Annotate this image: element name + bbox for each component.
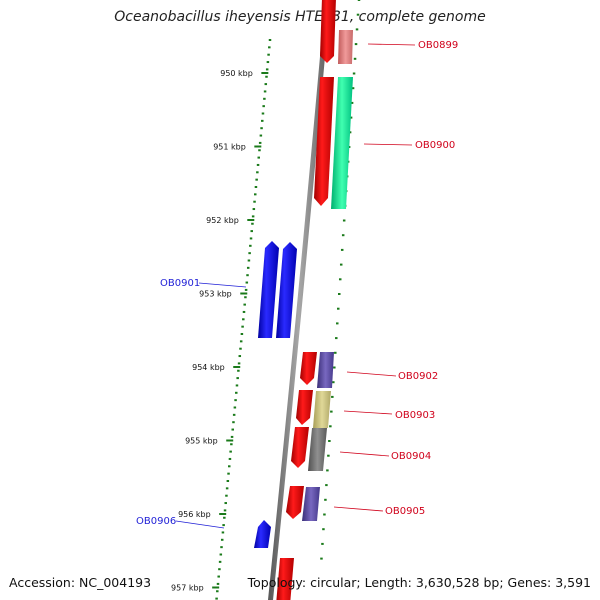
accession-text: Accession: NC_004193 — [9, 575, 152, 590]
tick-label: 955 kbp — [185, 437, 218, 446]
tick-marks-inner — [212, 39, 272, 600]
tick-label: 951 kbp — [213, 143, 246, 152]
label-ob0902: OB0902 — [398, 371, 438, 382]
tick-label: 950 kbp — [220, 69, 253, 78]
gene-ob0906 — [254, 520, 271, 548]
cog-track — [302, 30, 353, 521]
gene-ob0901-b — [276, 242, 297, 338]
leader-ob0906 — [175, 520, 225, 529]
gene-ob0901-a — [258, 241, 279, 338]
leader-ob0904 — [339, 451, 390, 457]
gene-ob0907 — [276, 558, 294, 600]
label-ob0903: OB0903 — [395, 410, 435, 421]
gene-ob0904 — [291, 427, 309, 468]
gene-ob0905 — [286, 486, 304, 519]
gene-ob0902 — [300, 352, 317, 385]
tick-label: 954 kbp — [192, 363, 225, 372]
label-ob0905: OB0905 — [385, 506, 425, 517]
leader-ob0901 — [198, 282, 247, 288]
cog-bar-ob0902 — [317, 352, 334, 388]
gene-ob0903 — [296, 390, 313, 425]
tick-labels: 950 kbp 951 kbp 952 kbp 953 kbp 954 kbp 955 k… — [171, 69, 253, 593]
cog-bar-ob0904 — [308, 428, 327, 471]
label-ob0901: OB0901 — [160, 278, 200, 289]
gene-labels: OB0899 OB0900 OB0901 OB0902 OB0903 OB090… — [136, 40, 458, 529]
cog-bar-ob0903 — [313, 391, 331, 428]
leader-ob0903 — [343, 410, 393, 415]
tick-label: 952 kbp — [206, 216, 239, 225]
map-title: Oceanobacillus iheyensis HTE831, complet… — [114, 9, 486, 25]
cog-bar-ob0905 — [302, 487, 320, 521]
label-ob0906: OB0906 — [136, 516, 176, 527]
gene-ob0899 — [320, 0, 336, 63]
reverse-genes — [276, 0, 336, 600]
gene-ob0900 — [314, 77, 334, 206]
cog-bar-ob0900 — [331, 77, 353, 209]
leader-ob0905 — [333, 506, 384, 512]
tick-label: 956 kbp — [178, 510, 211, 519]
tick-label: 957 kbp — [171, 584, 204, 593]
label-ob0899: OB0899 — [418, 40, 458, 51]
leader-ob0899 — [367, 43, 416, 46]
label-ob0900: OB0900 — [415, 140, 455, 151]
cog-bar-ob0899 — [338, 30, 353, 64]
leader-ob0902 — [346, 371, 397, 377]
tick-label: 953 kbp — [199, 290, 232, 299]
label-ob0904: OB0904 — [391, 451, 431, 462]
forward-genes — [254, 241, 297, 548]
leader-ob0900 — [363, 143, 413, 146]
genome-summary-text: Topology: circular; Length: 3,630,528 bp… — [247, 575, 591, 590]
